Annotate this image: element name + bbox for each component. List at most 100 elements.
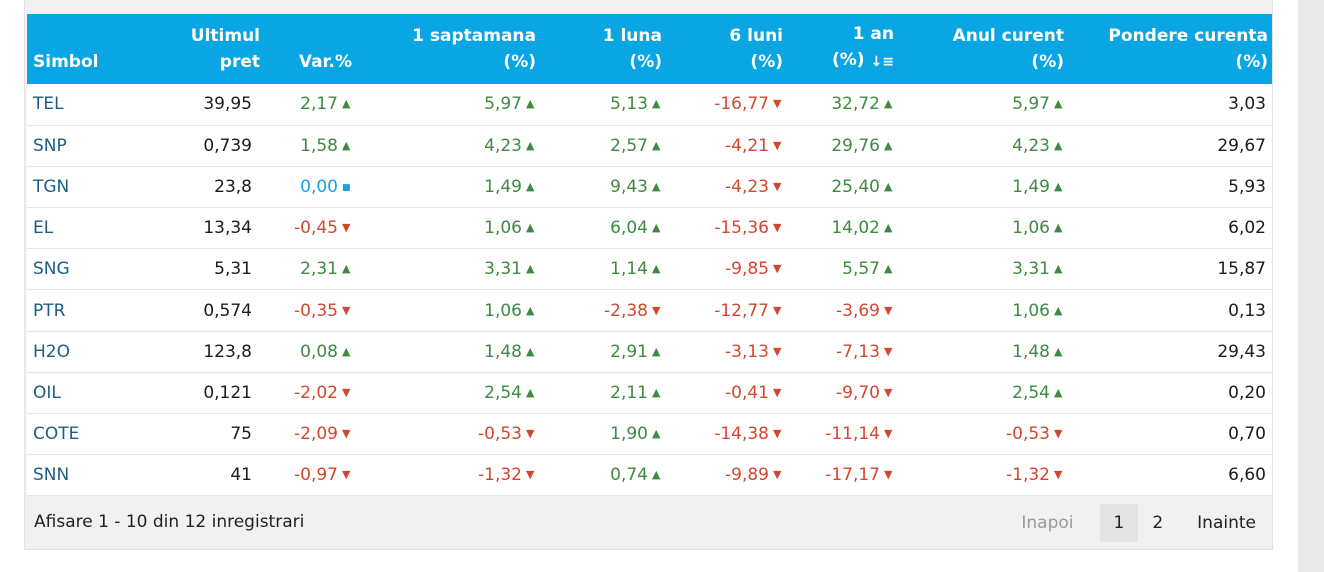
cell-last-price-value: 13,34 [203,218,252,239]
cell-1-week-value: -0,53 [478,424,522,445]
cell-last-price: 123,8 [127,331,260,372]
cell-6-months-value: -14,38 [714,424,769,445]
table-row: SNP 0,739 1,58 ▲ 4,23 ▲ 2,57 ▲ -4,21 ▼ 29,76 ▲ 4,23 ▲… [27,125,1272,167]
cell-6-months-value: -9,89 [725,465,769,486]
cell-current-weight-value: 5,93 [1228,176,1266,197]
cell-last-price: 75 [127,414,260,455]
cell-1-month-value: 6,04 [610,218,648,239]
cell-last-price-value: 41 [230,465,252,486]
table-body: TEL 39,95 2,17 ▲ 5,97 ▲ 5,13 ▲ -16,77 ▼ 32,72 ▲ 5,97… [27,84,1272,496]
cell-1-year-value: -7,13 [836,341,880,362]
cell-symbol-link[interactable]: SNP [33,135,67,156]
arrow-up-icon: ▲ [652,427,661,441]
cell-1-month-value: 2,57 [610,135,648,156]
cell-6-months: -9,89 ▼ [662,455,783,496]
page-2-button[interactable]: 2 [1152,513,1164,533]
arrow-up-icon: ▲ [1054,179,1063,193]
cell-6-months-value: -15,36 [714,218,769,239]
cell-1-week: 1,48 ▲ [352,331,536,372]
arrow-up-icon: ▲ [526,138,535,152]
arrow-up-icon: ▲ [1054,221,1063,235]
arrow-up-icon: ▲ [652,179,661,193]
cell-symbol-link[interactable]: OIL [33,382,61,403]
cell-ytd: 2,54 ▲ [894,372,1064,413]
cell-symbol-link[interactable]: SNG [33,259,70,280]
arrow-up-icon: ▲ [652,468,661,482]
arrow-up-icon: ▲ [526,344,535,358]
cell-current-weight-value: 29,43 [1217,341,1266,362]
header-last-price[interactable]: Ultimul pret [190,26,260,72]
cell-symbol-link[interactable]: TEL [33,94,64,115]
cell-1-month: 2,57 ▲ [536,125,662,166]
header-ytd[interactable]: Anul curent (%) [952,26,1064,72]
arrow-up-icon: ▲ [342,138,351,152]
cell-6-months-value: -3,13 [725,341,769,362]
cell-1-week: -1,32 ▼ [352,455,536,496]
arrow-up-icon: ▲ [1054,262,1063,276]
cell-ytd-value: 1,06 [1012,300,1050,321]
cell-last-price-value: 23,8 [214,176,252,197]
cell-symbol-link[interactable]: COTE [33,424,80,445]
cell-last-price-value: 75 [230,424,252,445]
cell-1-week: 1,06 ▲ [352,290,536,331]
cell-ytd: 1,48 ▲ [894,331,1064,372]
header-1-month[interactable]: 1 luna (%) [602,26,662,72]
cell-1-week-value: 1,48 [484,341,522,362]
cell-variation-value: -0,35 [294,300,338,321]
cell-variation: -2,09 ▼ [260,414,352,455]
header-symbol[interactable]: Simbol [33,52,99,72]
arrow-up-icon: ▲ [526,97,535,111]
table-row: H2O 123,8 0,08 ▲ 1,48 ▲ 2,91 ▲ -3,13 ▼ -7,13 ▼ 1,48 ▲… [27,331,1272,373]
cell-variation: 0,00 ■ [260,166,352,207]
cell-1-week-value: 1,06 [484,300,522,321]
table-row: TGN 23,8 0,00 ■ 1,49 ▲ 9,43 ▲ -4,23 ▼ 25,40 ▲ 1,49 ▲ 5… [27,166,1272,208]
arrow-down-icon: ▼ [773,221,782,235]
cell-6-months: -14,38 ▼ [662,414,783,455]
cell-symbol-link[interactable]: PTR [33,300,66,321]
cell-symbol-link[interactable]: EL [33,218,54,239]
table-row: SNG 5,31 2,31 ▲ 3,31 ▲ 1,14 ▲ -9,85 ▼ 5,57 ▲ 3,31 ▲ 15… [27,248,1272,290]
table-container: Simbol Ultimul pret Var.% 1 saptamana (%… [27,14,1272,496]
cell-last-price-value: 0,574 [203,300,252,321]
cell-6-months-value: -0,41 [725,382,769,403]
arrow-down-icon: ▼ [773,303,782,317]
prev-page-button[interactable]: Inapoi [1021,513,1074,533]
cell-current-weight: 0,13 [1064,290,1272,331]
cell-symbol-link[interactable]: H2O [33,341,70,362]
cell-1-year-value: 25,40 [831,176,880,197]
arrow-up-icon: ▲ [342,97,351,111]
arrow-down-icon: ▼ [342,303,351,317]
cell-1-week: 4,23 ▲ [352,125,536,166]
cell-symbol-link[interactable]: TGN [33,176,70,197]
arrow-up-icon: ▲ [526,303,535,317]
arrow-down-icon: ▼ [773,344,782,358]
cell-variation-value: -2,09 [294,424,338,445]
cell-variation: 2,31 ▲ [260,249,352,290]
arrow-down-icon: ▼ [884,303,893,317]
header-variation[interactable]: Var.% [298,52,352,72]
arrow-up-icon: ▲ [526,179,535,193]
cell-1-month-value: -2,38 [604,300,648,321]
cell-symbol-link[interactable]: SNN [33,465,70,486]
header-1-week[interactable]: 1 saptamana (%) [412,26,536,72]
pagination: Inapoi 1 2 Inainte [1007,504,1272,542]
cell-1-month: 9,43 ▲ [536,166,662,207]
next-page-button[interactable]: Inainte [1197,513,1256,533]
cell-6-months: -15,36 ▼ [662,208,783,249]
page-1-button[interactable]: 1 [1099,504,1139,542]
arrow-down-icon: ▼ [773,138,782,152]
cell-current-weight: 5,93 [1064,166,1272,207]
header-current-weight[interactable]: Pondere curenta (%) [1108,26,1268,72]
header-6-months[interactable]: 6 luni (%) [729,26,783,72]
cell-1-month-value: 1,14 [610,259,648,280]
arrow-up-icon: ▲ [342,344,351,358]
cell-current-weight-value: 0,13 [1228,300,1266,321]
cell-1-month-value: 1,90 [610,424,648,445]
unchanged-square-icon: ■ [342,182,351,193]
sort-descending-icon[interactable]: ↓≡ [870,54,894,70]
cell-1-year-value: -9,70 [836,382,880,403]
header-1-year[interactable]: 1 an (%) ↓≡ [783,14,894,84]
cell-variation: 0,08 ▲ [260,331,352,372]
cell-1-week-value: 4,23 [484,135,522,156]
table-row: EL 13,34 -0,45 ▼ 1,06 ▲ 6,04 ▲ -15,36 ▼ 14,02 ▲ 1,06… [27,207,1272,249]
